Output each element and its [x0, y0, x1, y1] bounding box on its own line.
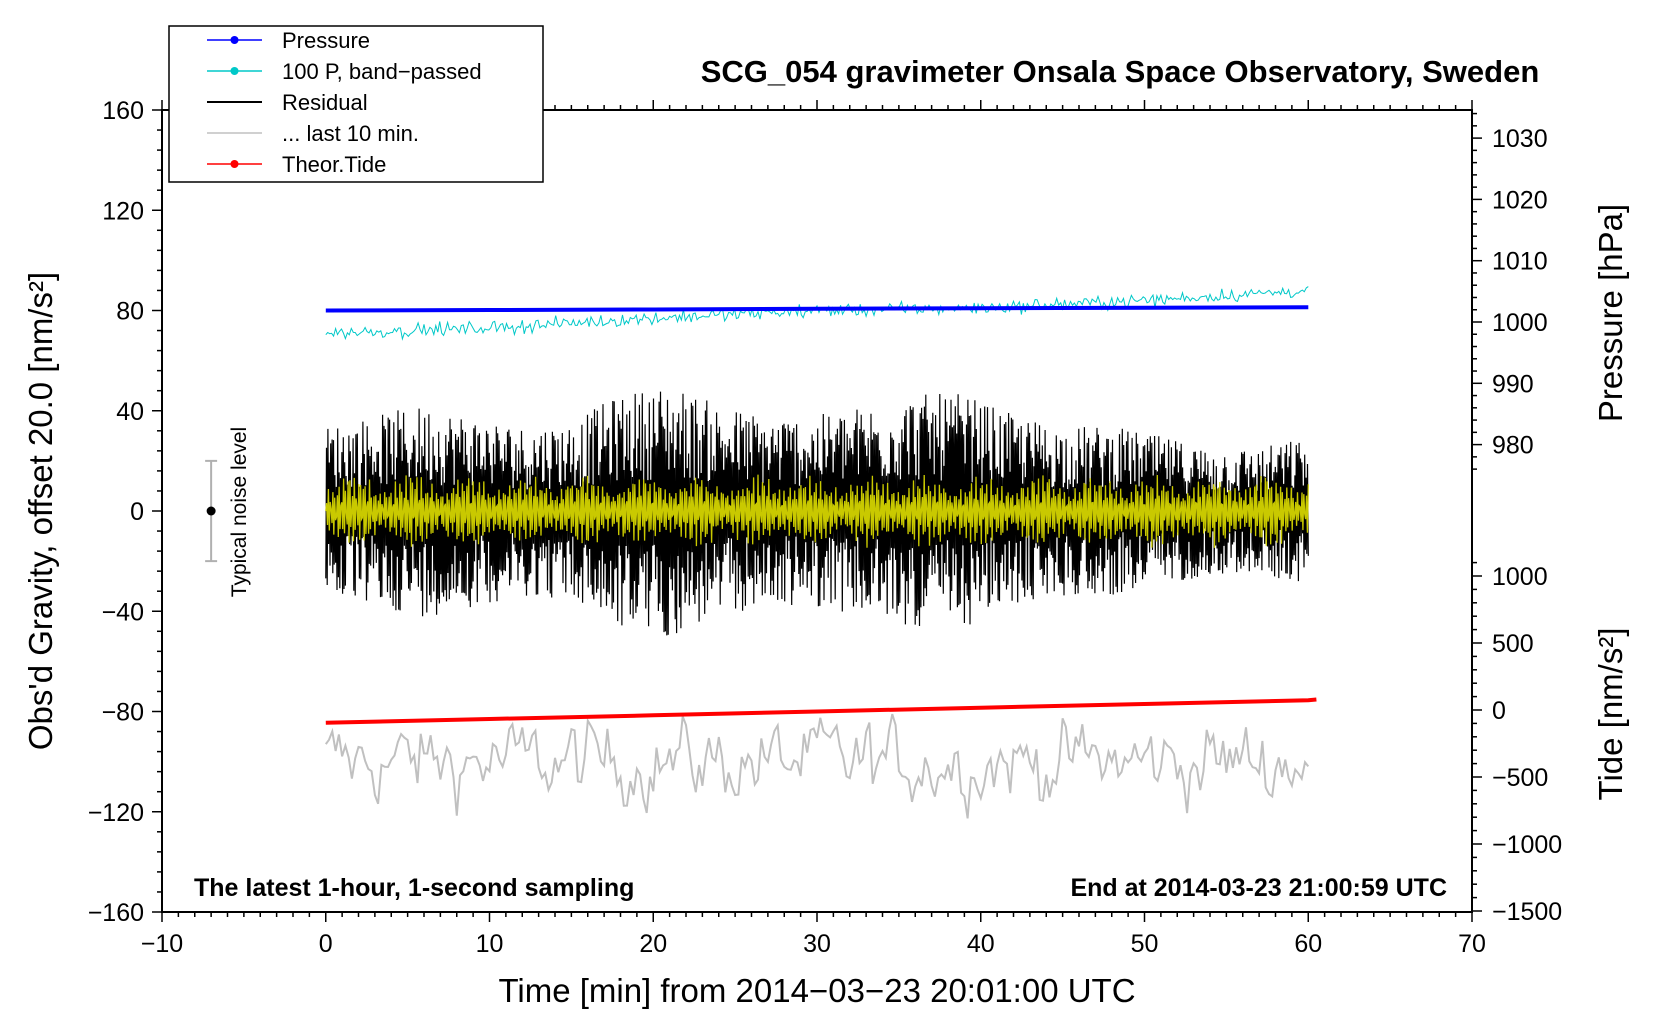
series-pressure-band-passed: [325, 286, 1309, 341]
y-left-tick-label: −120: [88, 799, 144, 827]
noise-level-label: Typical noise level: [228, 427, 251, 597]
series-last-10-min: [324, 713, 1310, 819]
y-axis-left-label: Obs'd Gravity, offset 20.0 [nm/s²]: [22, 272, 59, 750]
y-left-tick-label: −40: [102, 598, 144, 626]
legend-label: Pressure: [282, 28, 370, 53]
y-pressure-tick-label: 1000: [1492, 309, 1548, 337]
x-tick-label: −10: [141, 930, 183, 958]
x-tick-label: 30: [803, 930, 831, 958]
legend-label: 100 P, band−passed: [282, 59, 482, 84]
x-tick-label: 40: [967, 930, 995, 958]
series-theoretical-tide: [325, 697, 1317, 725]
annotation-sampling: The latest 1-hour, 1-second sampling: [194, 874, 634, 902]
y-tide-tick-label: −1500: [1492, 898, 1562, 926]
y-left-tick-label: 0: [130, 498, 144, 526]
annotation-end-time: End at 2014-03-23 21:00:59 UTC: [1070, 874, 1447, 902]
y-pressure-tick-label: 990: [1492, 370, 1534, 398]
y-left-tick-label: 120: [102, 197, 144, 225]
y-left-tick-label: −80: [102, 699, 144, 727]
y-pressure-tick-label: 1010: [1492, 248, 1548, 276]
legend-label: ... last 10 min.: [282, 121, 419, 146]
legend-marker: [230, 36, 239, 44]
y-left-tick-label: 80: [116, 298, 144, 326]
y-left-tick-label: −160: [88, 899, 144, 927]
y-tide-tick-label: 0: [1492, 697, 1506, 725]
y-pressure-tick-label: 1020: [1492, 186, 1548, 214]
x-tick-label: 60: [1294, 930, 1322, 958]
noise-bar-center-dot: [206, 506, 216, 516]
legend-marker: [230, 160, 239, 168]
y-pressure-tick-label: 1030: [1492, 125, 1548, 153]
y-tide-tick-label: 1000: [1492, 563, 1548, 591]
x-axis-label: Time [min] from 2014−03−23 20:01:00 UTC: [498, 972, 1135, 1009]
legend-label: Theor.Tide: [282, 152, 386, 177]
legend-label: Residual: [282, 90, 368, 115]
series-residual-filtered: [325, 474, 1309, 548]
series-layer: [324, 286, 1317, 819]
axes-layer: −10 0 10 20 30 40 50 60 70−160−120−80−4004080120…: [88, 97, 1563, 958]
y-tide-tick-label: 500: [1492, 630, 1534, 658]
series-pressure: [325, 305, 1309, 313]
legend: Pressure 100 P, band−passed Residual ... la…: [168, 25, 544, 183]
x-tick-label: 70: [1458, 930, 1486, 958]
y-axis-pressure-label: Pressure [hPa]: [1592, 204, 1629, 422]
noise-level-indicator: [205, 459, 218, 563]
x-tick-label: 0: [319, 930, 333, 958]
chart-title: SCG_054 gravimeter Onsala Space Observat…: [701, 54, 1540, 89]
legend-box: [168, 25, 544, 183]
y-pressure-tick-label: 980: [1492, 432, 1534, 460]
x-tick-label: 10: [476, 930, 504, 958]
y-axis-tide-label: Tide [nm/s²]: [1592, 628, 1629, 801]
legend-marker: [230, 67, 239, 75]
x-tick-label: 20: [639, 930, 667, 958]
x-tick-label: 50: [1131, 930, 1159, 958]
y-tide-tick-label: −500: [1492, 764, 1548, 792]
y-left-tick-label: 40: [116, 398, 144, 426]
y-tide-tick-label: −1000: [1492, 831, 1562, 859]
y-left-tick-label: 160: [102, 97, 144, 125]
